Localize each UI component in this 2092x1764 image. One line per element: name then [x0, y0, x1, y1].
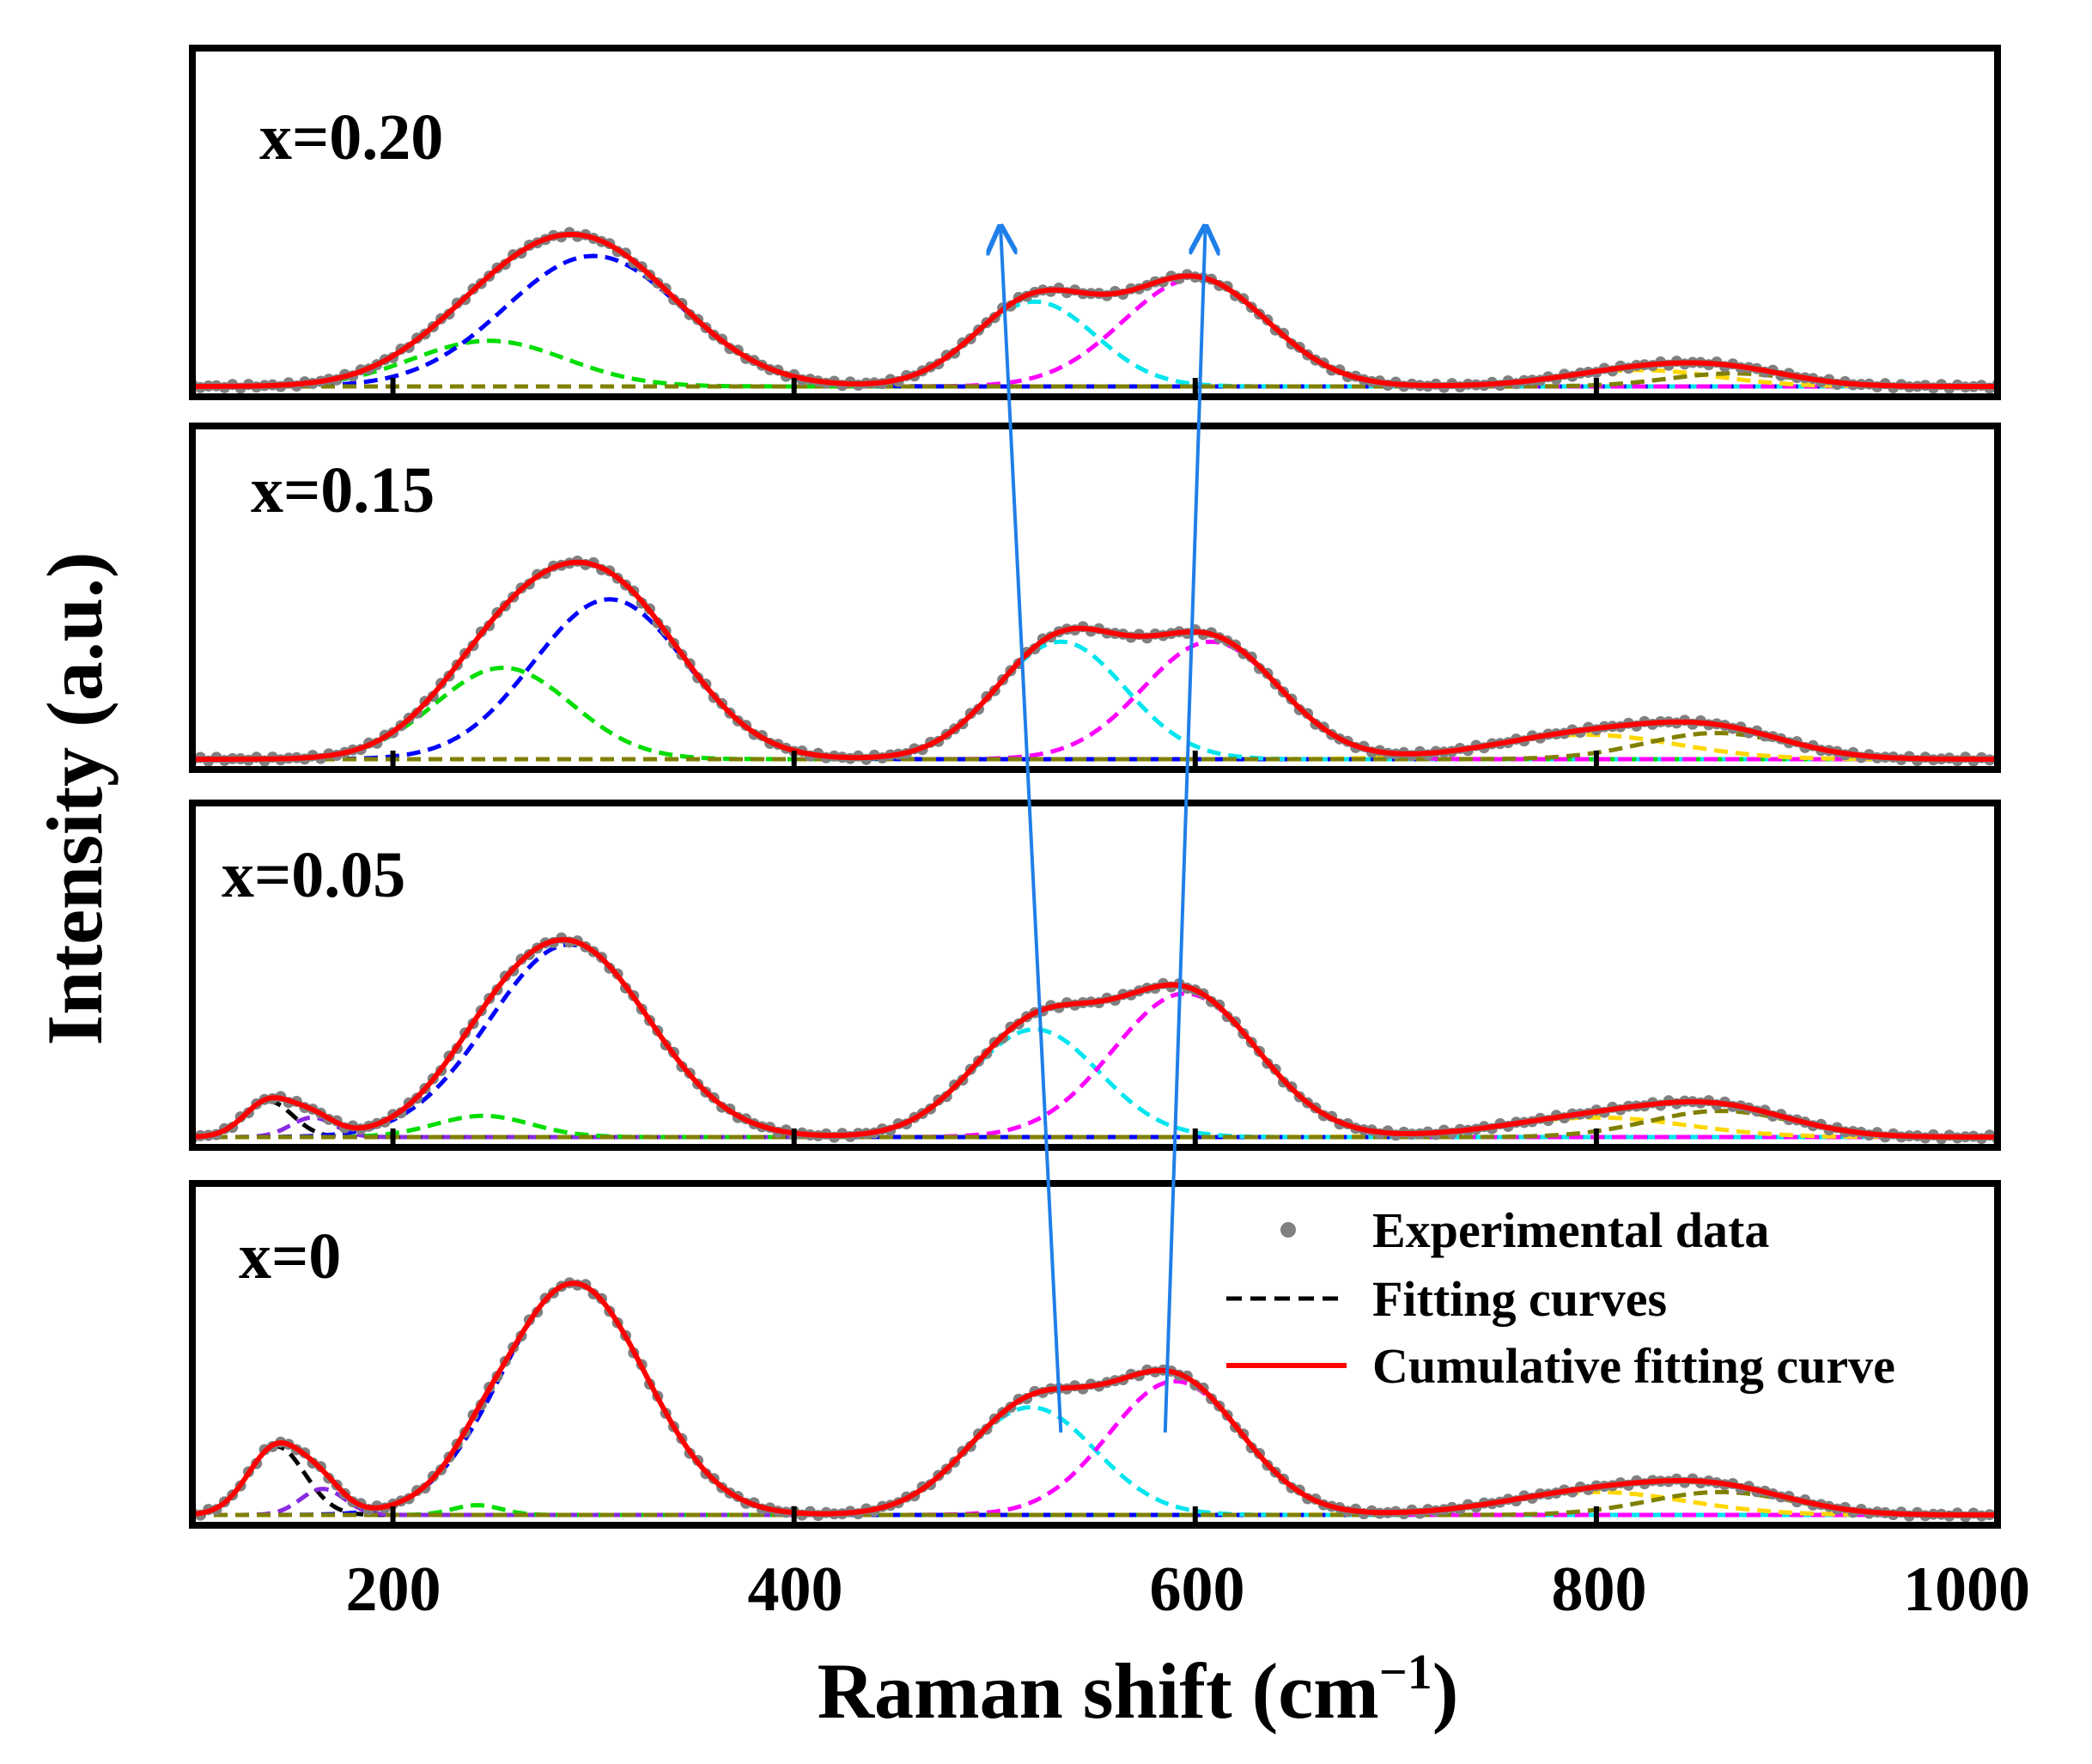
shift-arrow-0	[1000, 230, 1063, 1433]
cumulative-fit-1	[192, 559, 1998, 762]
panel-plot-area-1	[192, 555, 1998, 767]
panel-label-0: x=0.20	[259, 101, 443, 173]
fit-component-H-3	[192, 1489, 1998, 1518]
fit-component-H-2	[192, 1109, 1998, 1140]
panel-frame-1	[189, 423, 2001, 773]
panels-group: x=0.20 x=0.15 x=0.05 x=0	[189, 45, 2001, 1529]
panel-2: x=0.05	[189, 800, 2001, 1151]
panel-frame-2	[189, 800, 2001, 1151]
legend-label-experimental: Experimental data	[1372, 1202, 1769, 1258]
y-axis-title: Intensity (a.u.)	[31, 551, 119, 1045]
legend-label-cumulative: Cumulative fitting curve	[1372, 1338, 1895, 1394]
cumulative-fit-0	[192, 232, 1998, 389]
x-tick-label-1000: 1000	[1903, 1554, 2030, 1625]
legend-label-fitting: Fitting curves	[1372, 1271, 1667, 1327]
legend-marker-experimental	[1280, 1222, 1296, 1238]
panel-3: x=0	[189, 1180, 2001, 1529]
x-axis-title: Raman shift (cm−1)	[818, 1644, 1459, 1735]
cumulative-fit-3	[192, 1280, 1998, 1518]
x-tick-labels: 200 400 600 800 1000	[346, 1554, 2031, 1625]
fit-component-H-1	[192, 731, 1998, 762]
x-tick-label-600: 600	[1150, 1554, 1245, 1625]
arrows-group	[1000, 230, 1206, 1433]
panel-label-1: x=0.15	[251, 454, 435, 526]
fit-component-H-0	[192, 371, 1998, 389]
panel-1: x=0.15	[189, 423, 2001, 773]
panel-frame-0	[189, 45, 2001, 400]
panel-plot-area-2	[192, 932, 1998, 1145]
x-tick-label-800: 800	[1552, 1554, 1647, 1625]
cumulative-fit-2	[192, 937, 1998, 1140]
panel-label-3: x=0	[239, 1220, 341, 1293]
panel-frame-3	[189, 1180, 2001, 1529]
panel-label-2: x=0.05	[222, 839, 405, 911]
fit-component-D-1	[192, 597, 1998, 762]
shift-arrow-1	[1163, 230, 1206, 1433]
x-tick-label-400: 400	[748, 1554, 843, 1625]
legend: Experimental data Fitting curves Cumulat…	[1226, 1202, 1895, 1394]
x-tick-label-200: 200	[346, 1554, 441, 1625]
panel-plot-area-3	[192, 1277, 1998, 1523]
